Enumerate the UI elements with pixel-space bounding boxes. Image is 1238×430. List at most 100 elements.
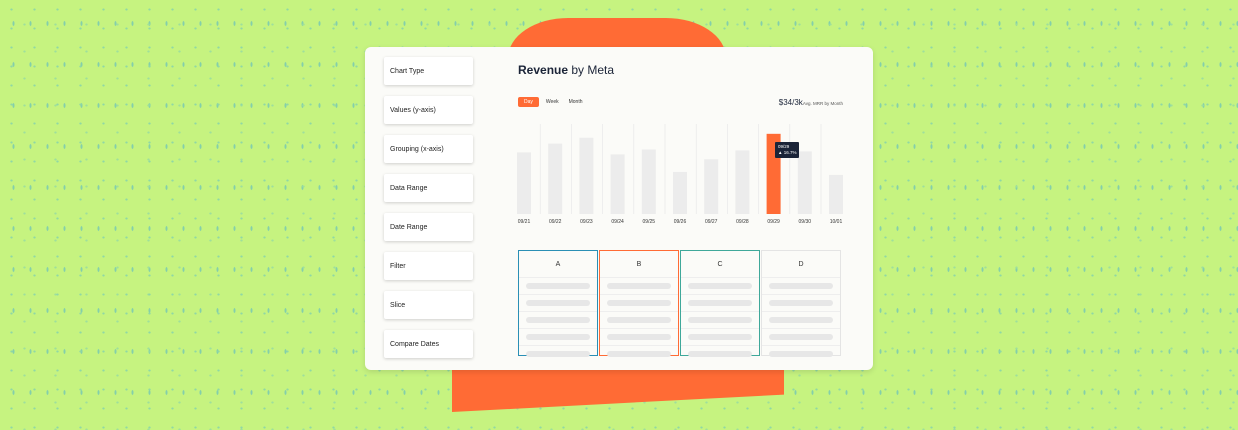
sidebar-item-date-range[interactable]: Date Range — [384, 213, 473, 241]
x-tick-label: 10/01 — [830, 219, 843, 225]
cell-placeholder — [607, 334, 671, 340]
summary-value: $34/3kAvg. MRR by Month — [779, 98, 843, 107]
table-cell — [681, 277, 759, 294]
cell-placeholder — [688, 283, 752, 289]
table-cell — [600, 328, 678, 345]
bar-09-27[interactable] — [704, 159, 719, 214]
bar-09-30[interactable] — [797, 151, 812, 214]
cell-placeholder — [607, 300, 671, 306]
title-bold: Revenue — [518, 63, 569, 77]
x-tick-label: 09/23 — [580, 219, 593, 225]
x-tick-label: 09/29 — [767, 219, 780, 225]
revenue-bar-chart: 09/21 09/22 09/23 09/24 09/25 09/26 09/27 09/28… — [517, 124, 843, 225]
table-cell — [519, 294, 597, 311]
x-tick-label: 09/21 — [518, 219, 531, 225]
table-cell — [519, 328, 597, 345]
cell-placeholder — [769, 334, 833, 340]
sidebar-item-label: Slice — [390, 301, 406, 309]
page-title: Revenue by Meta — [518, 63, 614, 77]
bar-09-22[interactable] — [548, 143, 563, 214]
x-tick-label: 09/30 — [799, 219, 812, 225]
bar-09-28[interactable] — [735, 150, 750, 214]
table-column-a: A — [518, 250, 598, 357]
sidebar-item-compare-dates[interactable]: Compare Dates — [384, 330, 473, 358]
table-cell — [762, 345, 840, 362]
cell-placeholder — [526, 351, 590, 357]
sidebar-item-values[interactable]: Values (y-axis) — [384, 96, 473, 124]
bar-10-01[interactable] — [829, 174, 843, 214]
bar-09-24[interactable] — [610, 154, 625, 214]
cell-placeholder — [607, 317, 671, 323]
cell-placeholder — [769, 283, 833, 289]
table-cell — [600, 294, 678, 311]
x-tick-label: 09/22 — [549, 219, 562, 225]
chart-tooltip: 09/29 ▲ 16.7% — [775, 142, 800, 158]
period-toggle: Day Week Month — [518, 97, 586, 107]
x-tick-label: 09/26 — [674, 219, 687, 225]
table-cell — [519, 345, 597, 362]
sidebar: Chart Type Values (y-axis) Grouping (x-a… — [384, 57, 473, 369]
tooltip-change: ▲ 16.7% — [778, 150, 797, 155]
table-column-b: B — [599, 250, 679, 357]
table-column-d: D — [761, 250, 841, 357]
table-cell — [681, 328, 759, 345]
table-cell — [762, 277, 840, 294]
x-tick-label: 09/27 — [705, 219, 718, 225]
bar-09-23[interactable] — [579, 137, 594, 214]
dashboard-card: Chart Type Values (y-axis) Grouping (x-a… — [365, 47, 873, 370]
sidebar-item-chart-type[interactable]: Chart Type — [384, 57, 473, 85]
cell-placeholder — [688, 351, 752, 357]
toggle-week[interactable]: Week — [545, 99, 559, 105]
sidebar-item-filter[interactable]: Filter — [384, 252, 473, 280]
toggle-day[interactable]: Day — [518, 97, 539, 107]
sidebar-item-label: Compare Dates — [390, 340, 440, 348]
table-cell — [600, 277, 678, 294]
column-header[interactable]: C — [717, 260, 723, 268]
cell-placeholder — [688, 334, 752, 340]
cell-placeholder — [688, 300, 752, 306]
cell-placeholder — [607, 351, 671, 357]
column-header[interactable]: B — [636, 260, 642, 268]
x-tick-label: 09/28 — [736, 219, 749, 225]
data-table: A B C D — [518, 250, 844, 358]
sidebar-item-data-range[interactable]: Data Range — [384, 174, 473, 202]
table-cell — [519, 277, 597, 294]
bar-09-26[interactable] — [673, 171, 687, 214]
summary-note: Avg. MRR by Month — [802, 101, 843, 106]
x-tick-label: 09/24 — [611, 219, 624, 225]
table-cell — [762, 311, 840, 328]
column-header[interactable]: D — [798, 260, 804, 268]
sidebar-item-label: Chart Type — [390, 67, 425, 75]
table-cell — [762, 328, 840, 345]
column-header[interactable]: A — [555, 260, 561, 268]
table-cell — [681, 345, 759, 362]
cell-placeholder — [607, 283, 671, 289]
sidebar-item-label: Values (y-axis) — [390, 106, 436, 114]
cell-placeholder — [526, 317, 590, 323]
tooltip-date: 09/29 — [778, 144, 790, 149]
x-tick-label: 09/25 — [643, 219, 656, 225]
table-cell — [600, 311, 678, 328]
cell-placeholder — [769, 300, 833, 306]
bar-09-25[interactable] — [641, 149, 656, 214]
cell-placeholder — [526, 334, 590, 340]
sidebar-item-grouping[interactable]: Grouping (x-axis) — [384, 135, 473, 163]
cell-placeholder — [769, 351, 833, 357]
sidebar-item-label: Grouping (x-axis) — [390, 145, 444, 153]
sidebar-item-label: Data Range — [390, 184, 428, 192]
table-cell — [762, 294, 840, 311]
sidebar-item-label: Filter — [390, 262, 406, 270]
bar-09-21[interactable] — [517, 152, 531, 214]
sidebar-item-label: Date Range — [390, 223, 428, 231]
title-rest: by Meta — [568, 63, 615, 77]
summary-amount: $34/3k — [778, 98, 803, 107]
table-cell — [519, 311, 597, 328]
table-cell — [681, 311, 759, 328]
sidebar-item-slice[interactable]: Slice — [384, 291, 473, 319]
table-cell — [681, 294, 759, 311]
cell-placeholder — [769, 317, 833, 323]
cell-placeholder — [526, 300, 590, 306]
toggle-month[interactable]: Month — [568, 99, 583, 105]
cell-placeholder — [526, 283, 590, 289]
table-cell — [600, 345, 678, 362]
